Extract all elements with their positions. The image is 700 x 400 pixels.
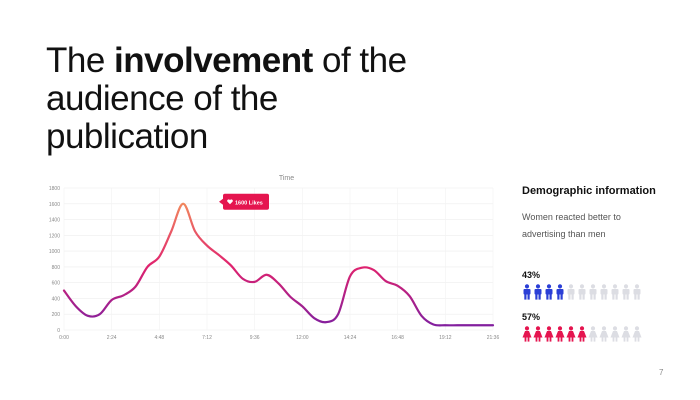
- y-tick-label: 1400: [49, 218, 60, 224]
- chart-svg: Time 0 200 400 600 800 1000 1200 1400 1600 1800 0:0…: [49, 175, 500, 341]
- y-tick-label: 1000: [49, 249, 60, 255]
- female-person-icon: [555, 326, 565, 342]
- female-person-icon: [533, 326, 543, 342]
- y-tick-label: 400: [52, 296, 61, 302]
- title-before: The: [46, 41, 105, 80]
- male-person-icon: [611, 284, 619, 300]
- female-person-icon: [522, 326, 532, 342]
- female-person-icon: [577, 326, 587, 342]
- men-icon-row: [522, 284, 642, 300]
- title-bold: involvement: [114, 41, 313, 80]
- demographic-panel: Demographic information Women reacted be…: [522, 185, 682, 243]
- annotation-pointer: [219, 198, 223, 205]
- x-tick-label: 9:36: [250, 335, 260, 341]
- male-person-icon: [578, 284, 586, 300]
- male-person-icon: [589, 284, 597, 300]
- annotation-label: 1600 Likes: [235, 200, 263, 206]
- male-person-icon: [556, 284, 564, 300]
- x-tick-label: 4:48: [154, 335, 164, 341]
- title-after: of the audience of the publication: [46, 41, 407, 156]
- x-tick-label: 12:00: [296, 335, 309, 341]
- heart-icon: [227, 199, 233, 205]
- male-person-icon: [633, 284, 641, 300]
- men-stat: 43%: [522, 270, 642, 300]
- men-percent: 43%: [522, 270, 541, 280]
- y-tick-label: 1600: [49, 202, 60, 208]
- female-person-icon: [544, 326, 554, 342]
- male-person-icon: [600, 284, 608, 300]
- y-tick-label: 800: [52, 265, 61, 271]
- women-icon-row: [522, 326, 642, 342]
- x-tick-label: 7:12: [202, 335, 212, 341]
- male-person-icon: [534, 284, 542, 300]
- x-tick-label: 16:48: [391, 335, 404, 341]
- slide-title: The involvement of the audience of the p…: [46, 42, 426, 156]
- female-person-icon: [588, 326, 598, 342]
- y-tick-label: 1200: [49, 233, 60, 239]
- chart-title: Time: [279, 175, 294, 182]
- x-tick-label: 2:24: [107, 335, 117, 341]
- female-person-icon: [599, 326, 609, 342]
- female-person-icon: [610, 326, 620, 342]
- women-percent: 57%: [522, 312, 541, 322]
- x-tick-label: 19:12: [439, 335, 452, 341]
- x-tick-label: 21:36: [487, 335, 500, 341]
- male-person-icon: [545, 284, 553, 300]
- demographic-description: Women reacted better to advertising than…: [522, 212, 621, 239]
- series-line: [62, 202, 495, 327]
- y-tick-label: 200: [52, 312, 61, 318]
- x-tick-label: 0:00: [59, 335, 69, 341]
- y-tick-label: 600: [52, 281, 61, 287]
- women-stat: 57%: [522, 312, 642, 342]
- female-person-icon: [632, 326, 642, 342]
- female-person-icon: [621, 326, 631, 342]
- y-tick-label: 0: [57, 328, 60, 334]
- male-person-icon: [567, 284, 575, 300]
- x-tick-label: 14:24: [344, 335, 357, 341]
- male-person-icon: [523, 284, 531, 300]
- page-number: 7: [659, 368, 664, 377]
- demographic-title: Demographic information: [522, 185, 656, 197]
- female-person-icon: [566, 326, 576, 342]
- annotation-box: [223, 193, 269, 210]
- likes-chart: Time 0 200 400 600 800 1000 1200 1400 1600 1800 0:0…: [30, 168, 510, 348]
- male-person-icon: [622, 284, 630, 300]
- y-tick-label: 1800: [49, 186, 60, 192]
